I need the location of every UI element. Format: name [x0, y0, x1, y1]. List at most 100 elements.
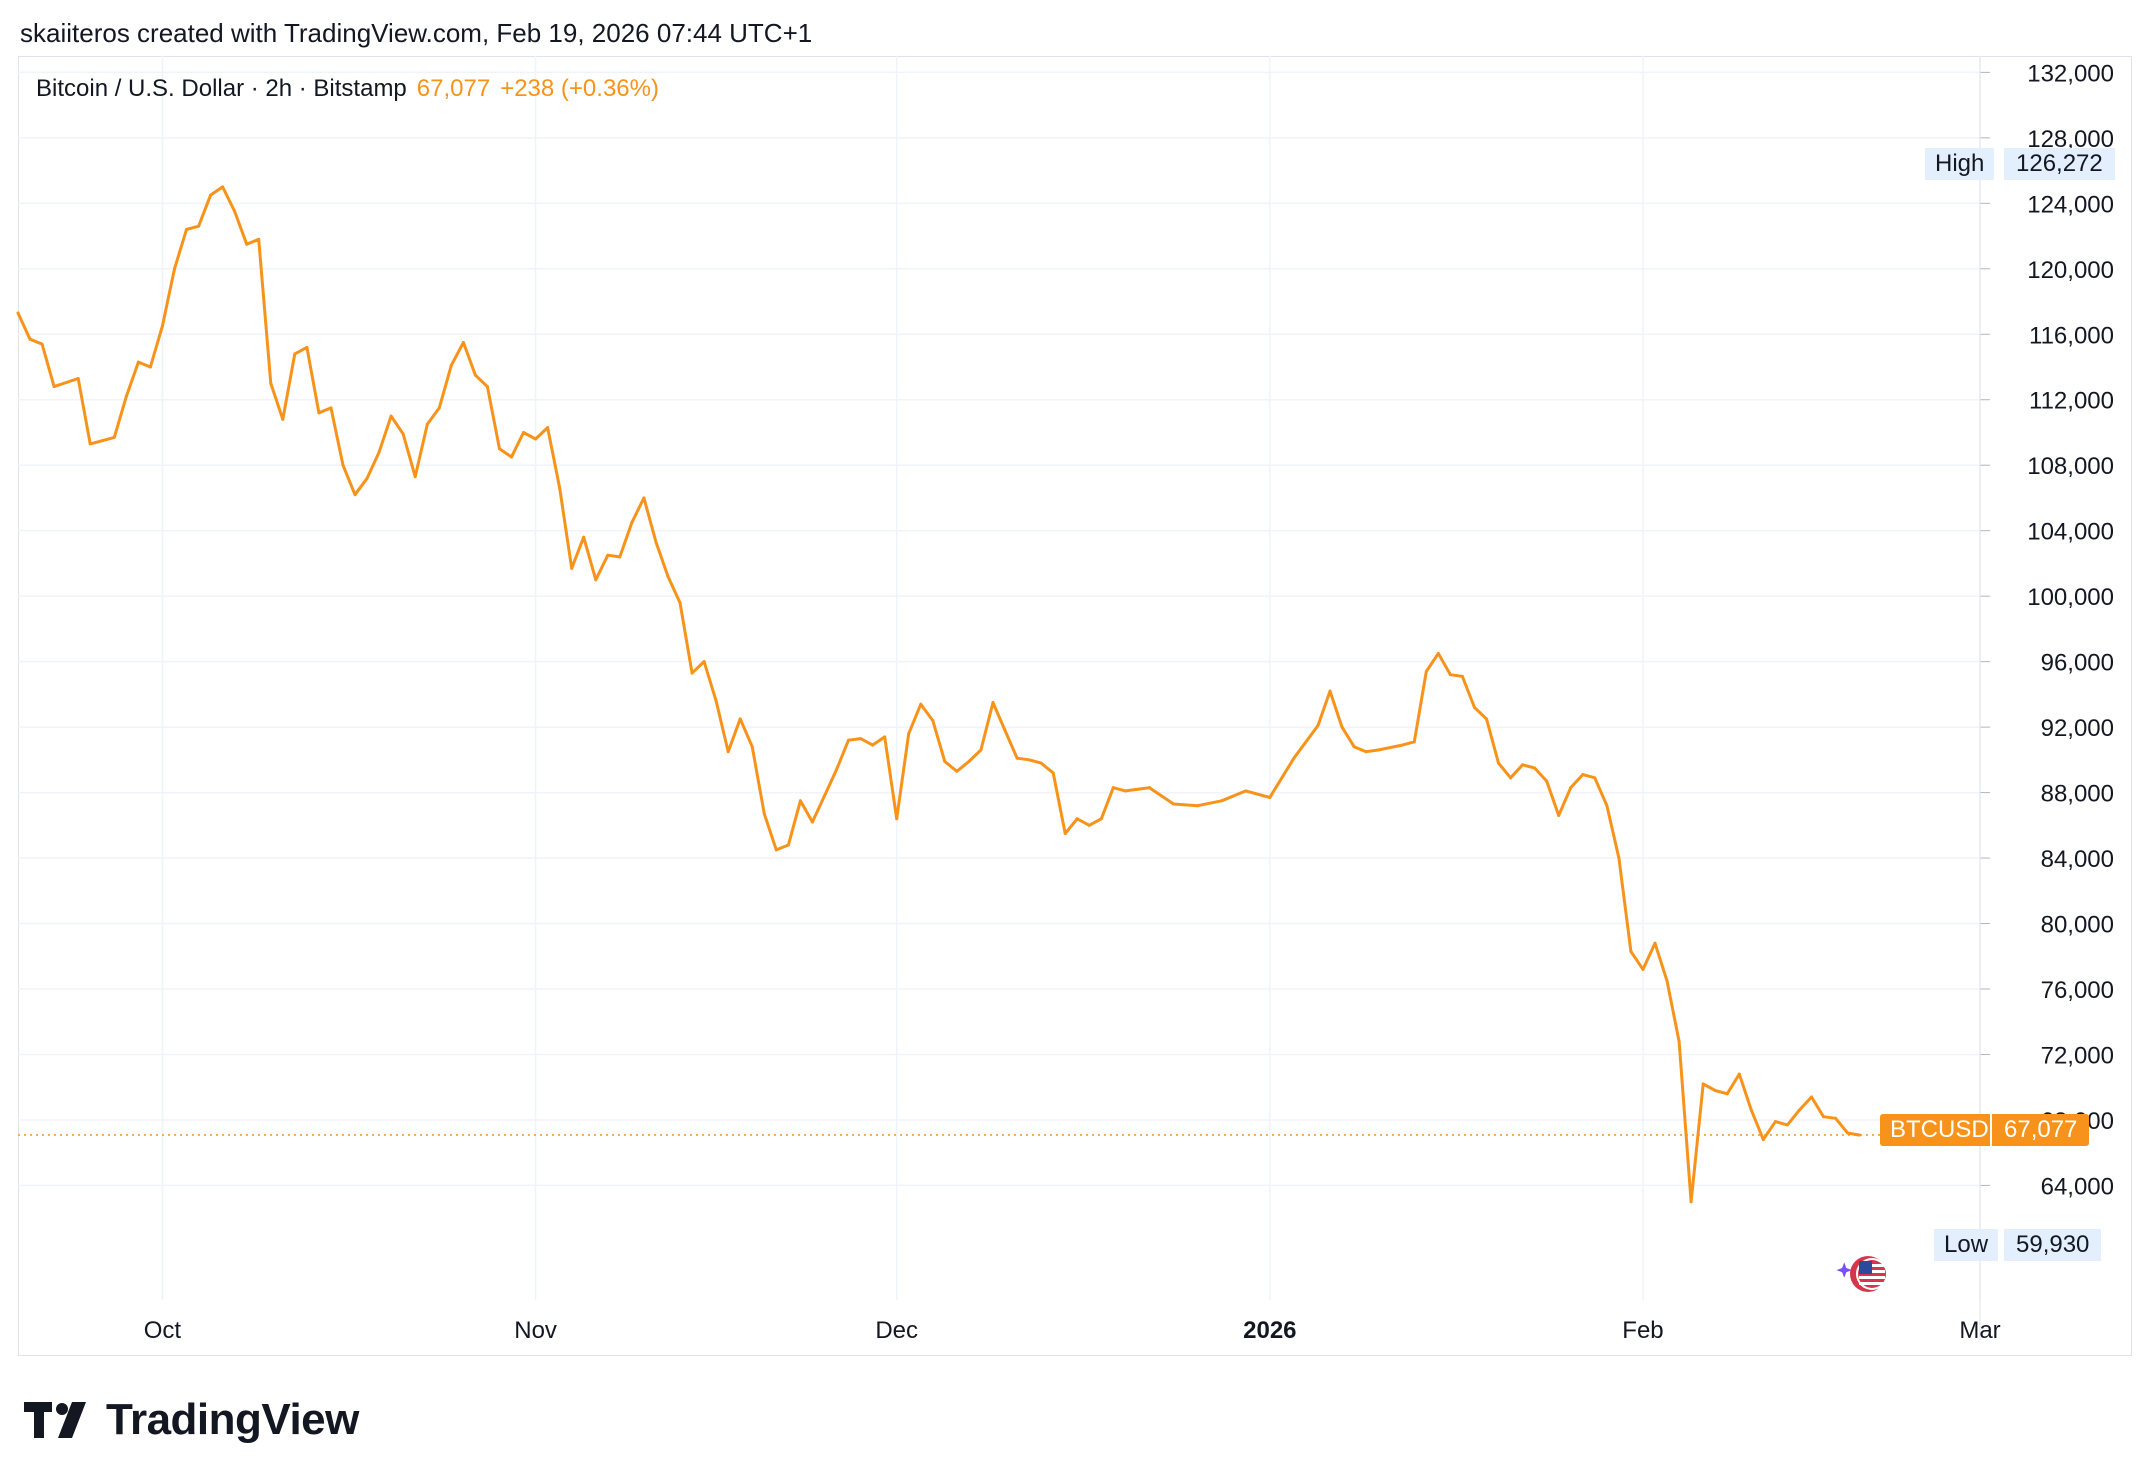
price-point: [1316, 723, 1320, 727]
y-tick-label: 64,000: [2041, 1173, 2114, 1200]
y-tick-label: 76,000: [2041, 977, 2114, 1004]
price-point: [1701, 1082, 1705, 1086]
price-point: [762, 812, 766, 816]
price-point: [1292, 756, 1296, 760]
price-point: [449, 363, 453, 367]
price-point: [931, 719, 935, 723]
price-point: [1111, 786, 1115, 790]
price-point: [148, 365, 152, 369]
price-point: [847, 738, 851, 742]
price-point: [582, 535, 586, 539]
price-point: [76, 376, 80, 380]
price-point: [1472, 705, 1476, 709]
price-point: [100, 439, 104, 443]
x-tick-label: Oct: [144, 1317, 182, 1344]
price-point: [1605, 804, 1609, 808]
price-point: [461, 340, 465, 344]
price-point: [835, 768, 839, 772]
price-point: [1328, 689, 1332, 693]
price-point: [1533, 766, 1537, 770]
price-point: [16, 311, 20, 315]
price-point: [666, 575, 670, 579]
price-point: [52, 385, 56, 389]
price-point: [269, 381, 273, 385]
y-tick-label: 120,000: [2027, 257, 2114, 284]
price-point: [40, 342, 44, 346]
price-point: [389, 414, 393, 418]
price-point: [1436, 651, 1440, 655]
time-axis: Oct Nov Dec 2026 Feb Mar: [144, 1317, 2001, 1344]
price-point: [702, 660, 706, 664]
price-point: [1123, 789, 1127, 793]
price-point: [1629, 949, 1633, 953]
price-point: [774, 848, 778, 852]
tradingview-logo-icon: [24, 1402, 86, 1438]
price-point: [1557, 813, 1561, 817]
price-point: [1147, 786, 1151, 790]
price-point: [871, 743, 875, 747]
price-point: [197, 224, 201, 228]
price-point: [883, 735, 887, 739]
price-point: [1653, 941, 1657, 945]
legend-price-change: +238 (+0.36%): [500, 75, 659, 102]
us-flag-sparkle-icon[interactable]: [1832, 1250, 1896, 1303]
x-tick-label: Feb: [1622, 1317, 1663, 1344]
chart-frame: [18, 56, 2132, 1356]
high-label: High: [1925, 148, 1995, 180]
price-point: [1412, 740, 1416, 744]
price-point: [485, 385, 489, 389]
price-point: [317, 411, 321, 415]
y-tick-label: 132,000: [2027, 60, 2114, 87]
price-point: [907, 732, 911, 736]
price-point: [1761, 1138, 1765, 1142]
price-point: [570, 566, 574, 570]
price-point: [1797, 1108, 1801, 1112]
price-point: [919, 702, 923, 706]
y-tick-label: 96,000: [2041, 650, 2114, 677]
price-point: [1569, 786, 1573, 790]
price-point: [160, 324, 164, 328]
price-point: [642, 496, 646, 500]
y-tick-label: 72,000: [2041, 1042, 2114, 1069]
price-point: [1027, 758, 1031, 762]
price-point: [1039, 761, 1043, 765]
price-point: [630, 521, 634, 524]
price-axis: 64,00068,00072,00076,00080,00084,00088,0…: [1979, 56, 2114, 1340]
price-point: [329, 406, 333, 410]
y-tick-label: 108,000: [2027, 453, 2114, 480]
y-tick-label: 100,000: [2027, 584, 2114, 611]
price-point: [1689, 1200, 1693, 1204]
price-point: [1087, 823, 1091, 827]
price-point: [233, 210, 237, 213]
y-tick-label: 88,000: [2041, 781, 2114, 808]
price-value: 67,077: [1990, 1114, 2090, 1146]
price-point: [1785, 1123, 1789, 1127]
price-point: [1641, 967, 1645, 971]
price-point: [365, 476, 369, 480]
price-point: [1677, 1039, 1681, 1043]
price-point: [1400, 743, 1404, 747]
tradingview-logo[interactable]: TradingView: [24, 1395, 359, 1445]
price-point: [1521, 763, 1525, 767]
price-point: [859, 737, 863, 741]
low-value: 59,930: [2002, 1229, 2102, 1261]
price-point: [1593, 776, 1597, 780]
y-tick-label: 112,000: [2029, 388, 2114, 415]
price-point: [293, 352, 297, 356]
price-point: [1051, 771, 1055, 775]
price-point: [1581, 773, 1585, 777]
price-point: [1220, 799, 1224, 803]
price-point: [1497, 761, 1501, 765]
y-tick-label: 124,000: [2027, 191, 2114, 218]
price-point: [377, 450, 381, 454]
price-point: [1725, 1092, 1729, 1096]
y-tick-label: 116,000: [2029, 322, 2114, 349]
price-point: [943, 759, 947, 763]
tradingview-wordmark: TradingView: [106, 1395, 359, 1444]
price-point: [185, 228, 189, 232]
price-point: [534, 437, 538, 441]
price-point: [425, 422, 429, 426]
price-point: [594, 578, 598, 582]
price-point: [1063, 832, 1067, 835]
